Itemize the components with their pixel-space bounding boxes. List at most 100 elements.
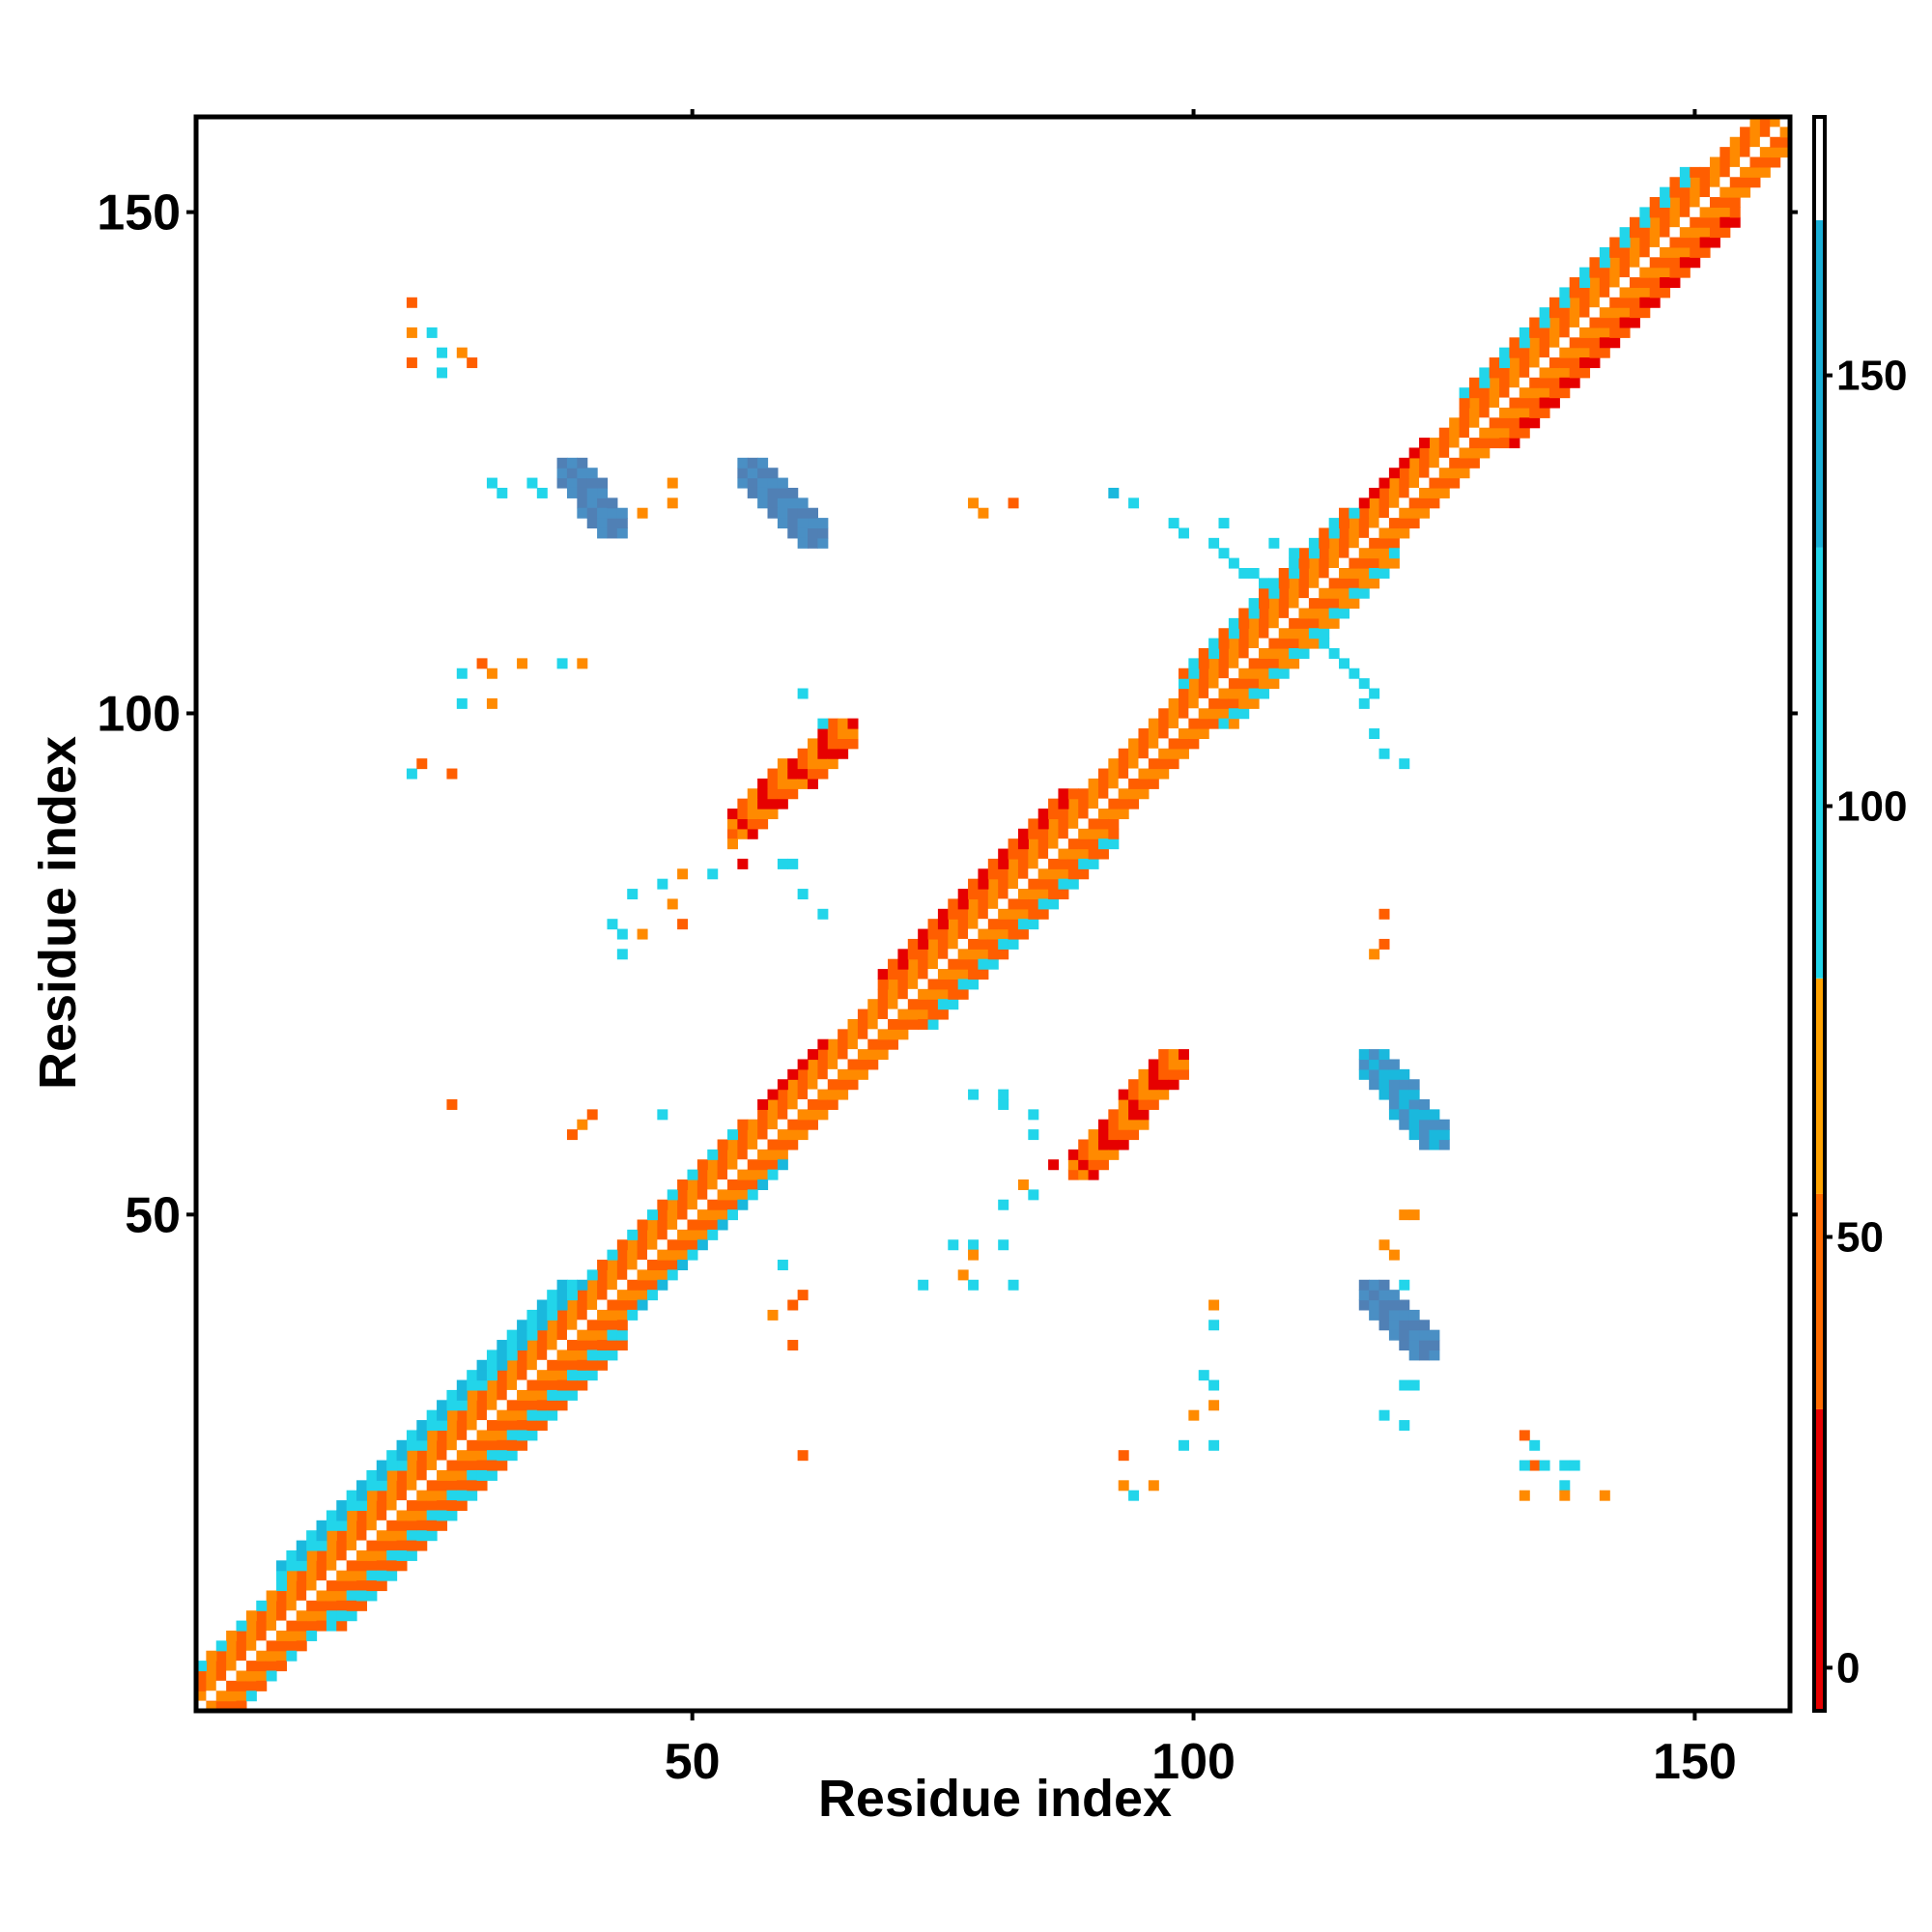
heatmap-cell xyxy=(1489,387,1500,399)
heatmap-cell xyxy=(1729,156,1741,168)
heatmap-cell xyxy=(577,1290,588,1301)
heatmap-cell xyxy=(1378,1409,1390,1421)
heatmap-cell xyxy=(336,1520,348,1531)
heatmap-cell xyxy=(937,919,949,930)
heatmap-cell xyxy=(406,1530,417,1542)
heatmap-cell xyxy=(1138,748,1150,759)
heatmap-cell xyxy=(256,1670,268,1682)
heatmap-cell xyxy=(286,1600,298,1611)
heatmap-cell xyxy=(597,1320,609,1331)
heatmap-cell xyxy=(1479,377,1491,388)
heatmap-cell xyxy=(1118,758,1129,770)
diagonal-cell xyxy=(326,1570,337,1581)
heatmap-cell xyxy=(1349,537,1360,549)
diagonal-cell xyxy=(426,1469,438,1481)
heatmap-cell xyxy=(586,507,598,519)
diagonal-cell xyxy=(777,1119,788,1130)
heatmap-cell xyxy=(1328,578,1340,589)
heatmap-cell xyxy=(1198,668,1209,679)
heatmap-cell xyxy=(1579,327,1591,338)
heatmap-cell xyxy=(1349,507,1360,519)
heatmap-cell xyxy=(1408,1340,1420,1351)
heatmap-cell xyxy=(1008,1279,1019,1291)
heatmap-cell xyxy=(667,1249,678,1261)
diagonal-cell xyxy=(396,1500,407,1511)
heatmap-cell xyxy=(1208,668,1220,679)
heatmap-cell xyxy=(1319,598,1330,610)
heatmap-cell xyxy=(286,1570,298,1581)
heatmap-cell xyxy=(1419,1340,1431,1351)
heatmap-cell xyxy=(1037,868,1049,880)
heatmap-cell xyxy=(366,1580,378,1592)
heatmap-cell xyxy=(236,1630,247,1641)
heatmap-cell xyxy=(637,928,648,940)
heatmap-cell xyxy=(677,1179,689,1190)
heatmap-cell xyxy=(526,1420,538,1432)
heatmap-cell xyxy=(577,1359,588,1371)
heatmap-cell xyxy=(506,1400,518,1411)
heatmap-cell xyxy=(1369,1059,1380,1070)
heatmap-cell xyxy=(1378,1239,1390,1251)
heatmap-cell xyxy=(767,778,779,789)
heatmap-cell xyxy=(426,1480,438,1492)
heatmap-cell xyxy=(847,1079,859,1091)
x-tick-label: 150 xyxy=(1653,1734,1737,1790)
heatmap-cell xyxy=(677,1189,689,1201)
heatmap-cell xyxy=(336,1540,348,1551)
heatmap-cell xyxy=(1148,1059,1159,1070)
heatmap-cell xyxy=(1699,207,1711,218)
heatmap-cell xyxy=(236,1680,247,1691)
heatmap-cell xyxy=(1399,1340,1410,1351)
heatmap-cell xyxy=(326,1580,337,1592)
heatmap-cell xyxy=(547,1359,558,1371)
heatmap-cell xyxy=(1358,527,1370,539)
heatmap-cell xyxy=(777,768,788,780)
heatmap-cell xyxy=(1048,818,1060,830)
heatmap-cell xyxy=(1539,307,1550,319)
heatmap-cell xyxy=(667,1209,678,1221)
heatmap-cell xyxy=(467,1409,478,1421)
heatmap-cell xyxy=(296,1540,307,1551)
heatmap-cell xyxy=(1369,1290,1380,1301)
heatmap-cell xyxy=(1118,1109,1129,1121)
heatmap-cell xyxy=(797,1059,809,1070)
heatmap-cell xyxy=(236,1640,247,1652)
heatmap-cell xyxy=(767,1309,779,1321)
heatmap-cell xyxy=(677,1199,689,1210)
heatmap-cell xyxy=(1178,668,1189,679)
heatmap-cell xyxy=(1268,537,1280,549)
heatmap-cell xyxy=(476,1450,488,1462)
heatmap-cell xyxy=(1399,1109,1410,1121)
heatmap-cell xyxy=(707,1149,719,1160)
heatmap-cell xyxy=(1138,1089,1150,1100)
heatmap-cell xyxy=(797,768,809,780)
heatmap-cell xyxy=(296,1590,307,1602)
heatmap-cell xyxy=(1408,1309,1420,1321)
heatmap-cell xyxy=(1048,898,1060,910)
diagonal-cell xyxy=(918,979,928,989)
heatmap-cell xyxy=(797,889,809,900)
heatmap-cell xyxy=(827,1059,838,1070)
heatmap-cell xyxy=(1499,367,1511,379)
heatmap-cell xyxy=(346,1540,357,1551)
heatmap-cell xyxy=(446,1469,458,1481)
heatmap-cell xyxy=(987,949,999,960)
heatmap-cell xyxy=(727,1149,738,1160)
heatmap-cell xyxy=(707,1159,719,1171)
heatmap-cell xyxy=(1198,728,1209,739)
heatmap-cell xyxy=(497,1350,508,1361)
heatmap-cell xyxy=(1429,1129,1440,1141)
diagonal-cell xyxy=(1660,237,1670,247)
heatmap-cell xyxy=(1388,537,1400,549)
heatmap-cell xyxy=(346,1590,357,1602)
heatmap-cell xyxy=(1388,527,1400,539)
heatmap-cell xyxy=(927,958,939,970)
heatmap-cell xyxy=(1319,628,1330,639)
heatmap-cell xyxy=(747,828,758,839)
diagonal-cell xyxy=(1399,497,1409,508)
heatmap-cell xyxy=(245,1610,257,1622)
heatmap-cell xyxy=(1218,688,1230,699)
diagonal-cell xyxy=(206,1690,216,1701)
heatmap-cell xyxy=(456,697,468,709)
diagonal-cell xyxy=(506,1389,518,1401)
